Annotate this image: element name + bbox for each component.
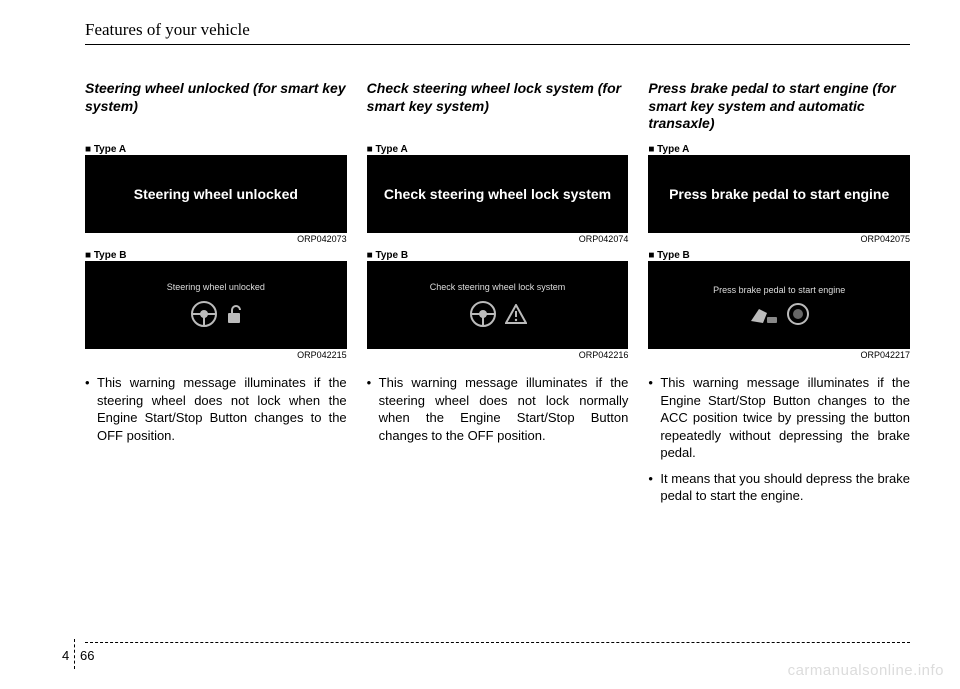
display-a-screen: Steering wheel unlocked <box>85 155 347 233</box>
section-title: Check steering wheel lock system (for sm… <box>367 80 629 134</box>
col-press-brake: Press brake pedal to start engine (for s… <box>648 80 910 513</box>
display-a-screen: Check steering wheel lock system <box>367 155 629 233</box>
watermark: carmanualsonline.info <box>788 662 944 679</box>
type-a-label: ■ Type A <box>85 144 347 155</box>
display-a-text: Steering wheel unlocked <box>134 185 298 203</box>
col-steering-unlocked: Steering wheel unlocked (for smart key s… <box>85 80 347 513</box>
bullet-text: It means that you should depress the bra… <box>660 470 910 505</box>
display-type-a: ■ Type A Steering wheel unlocked ORP0420… <box>85 144 347 244</box>
bullet-text: This warning message illuminates if the … <box>379 374 629 444</box>
type-b-label: ■ Type B <box>648 250 910 261</box>
start-button-icon <box>787 303 809 325</box>
steering-wheel-icon <box>469 300 497 328</box>
display-type-a: ■ Type A Check steering wheel lock syste… <box>367 144 629 244</box>
display-b-text: Steering wheel unlocked <box>167 282 265 294</box>
display-b-icons <box>469 300 527 328</box>
image-code: ORP042073 <box>85 234 347 244</box>
display-a-screen: Press brake pedal to start engine <box>648 155 910 233</box>
display-b-icons <box>190 300 242 328</box>
display-b-screen: Check steering wheel lock system <box>367 261 629 349</box>
section-title: Press brake pedal to start engine (for s… <box>648 80 910 134</box>
page-header-text: Features of your vehicle <box>85 20 250 39</box>
display-b-icons <box>749 303 809 325</box>
display-a-text: Check steering wheel lock system <box>384 185 611 203</box>
bullet-list: • This warning message illuminates if th… <box>648 374 910 513</box>
bullet-item: • It means that you should depress the b… <box>648 470 910 505</box>
display-type-b: ■ Type B Check steering wheel lock syste… <box>367 250 629 360</box>
steering-wheel-icon <box>190 300 218 328</box>
bullet-dot: • <box>367 374 379 444</box>
page-number: 66 <box>80 648 94 663</box>
type-b-label: ■ Type B <box>367 250 629 261</box>
bullet-item: • This warning message illuminates if th… <box>367 374 629 444</box>
footer-divider <box>85 642 910 643</box>
image-code: ORP042075 <box>648 234 910 244</box>
bullet-text: This warning message illuminates if the … <box>660 374 910 462</box>
type-a-label: ■ Type A <box>648 144 910 155</box>
bullet-dot: • <box>85 374 97 444</box>
type-b-label: ■ Type B <box>85 250 347 261</box>
display-b-text: Check steering wheel lock system <box>430 282 566 294</box>
bullet-item: • This warning message illuminates if th… <box>648 374 910 462</box>
bullet-text: This warning message illuminates if the … <box>97 374 347 444</box>
image-code: ORP042215 <box>85 350 347 360</box>
display-b-text: Press brake pedal to start engine <box>713 285 845 297</box>
display-b-screen: Steering wheel unlocked <box>85 261 347 349</box>
display-b-screen: Press brake pedal to start engine <box>648 261 910 349</box>
bullet-dot: • <box>648 374 660 462</box>
bullet-item: • This warning message illuminates if th… <box>85 374 347 444</box>
foot-pedal-icon <box>749 303 779 325</box>
col-check-lock: Check steering wheel lock system (for sm… <box>367 80 629 513</box>
section-title: Steering wheel unlocked (for smart key s… <box>85 80 347 134</box>
display-type-a: ■ Type A Press brake pedal to start engi… <box>648 144 910 244</box>
display-type-b: ■ Type B Steering wheel unlocked <box>85 250 347 360</box>
warning-triangle-icon <box>505 304 527 324</box>
footer-side-divider <box>74 639 75 669</box>
display-a-text: Press brake pedal to start engine <box>669 185 889 203</box>
image-code: ORP042217 <box>648 350 910 360</box>
chapter-number: 4 <box>62 648 69 663</box>
display-type-b: ■ Type B Press brake pedal to start engi… <box>648 250 910 360</box>
bullet-list: • This warning message illuminates if th… <box>85 374 347 452</box>
bullet-dot: • <box>648 470 660 505</box>
content-columns: Steering wheel unlocked (for smart key s… <box>85 80 910 513</box>
image-code: ORP042216 <box>367 350 629 360</box>
bullet-list: • This warning message illuminates if th… <box>367 374 629 452</box>
image-code: ORP042074 <box>367 234 629 244</box>
unlock-icon <box>226 304 242 324</box>
page-header: Features of your vehicle <box>85 20 910 45</box>
type-a-label: ■ Type A <box>367 144 629 155</box>
